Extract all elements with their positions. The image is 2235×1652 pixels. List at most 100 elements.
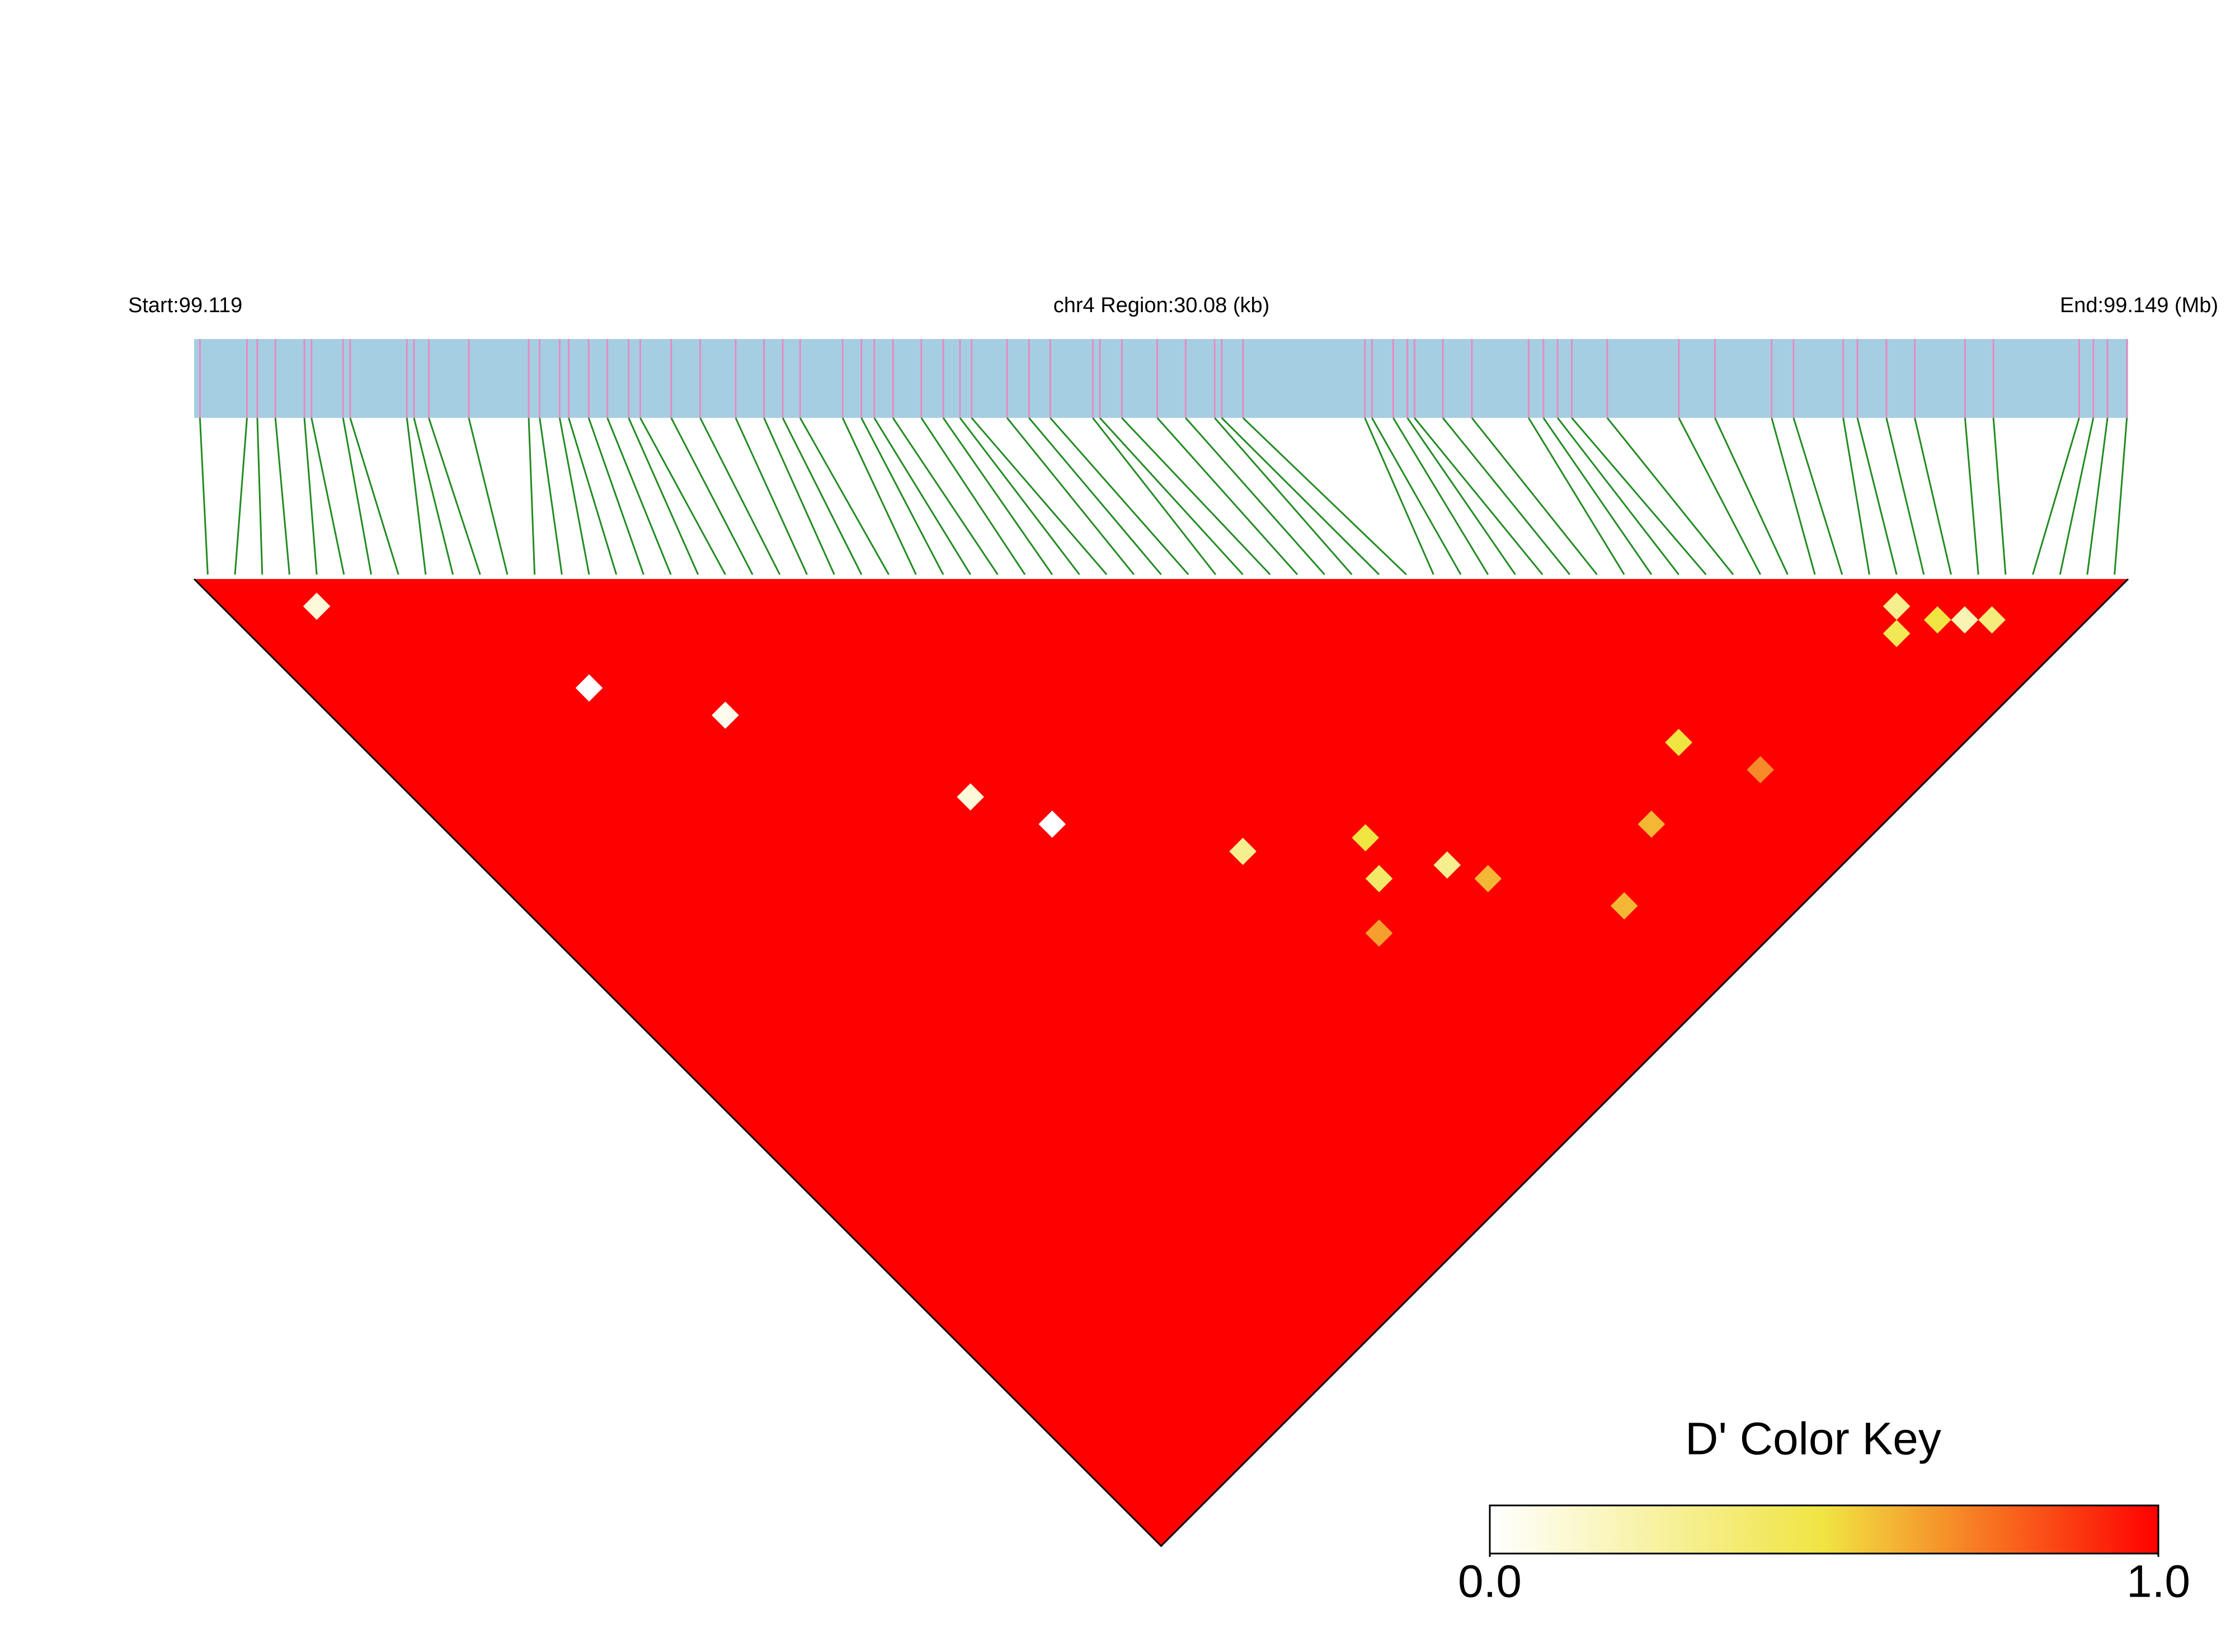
snp-link xyxy=(199,417,209,575)
ld-cell xyxy=(1951,606,1979,634)
ld-cell xyxy=(1883,592,1911,620)
snp-link xyxy=(1992,417,2007,575)
snp-link xyxy=(2059,417,2095,575)
snp-link xyxy=(892,417,999,575)
ld-cell xyxy=(1923,606,1951,634)
snp-link xyxy=(1556,417,1679,575)
ld-cell xyxy=(1665,728,1692,756)
snp-link xyxy=(1221,417,1380,576)
chromosome-band xyxy=(194,339,2128,418)
snp-link xyxy=(699,417,781,575)
snp-link xyxy=(1050,417,1189,575)
start-label: Start:99.119 xyxy=(128,294,242,317)
snp-link xyxy=(2032,417,2080,575)
snp-link xyxy=(1714,417,1789,575)
snp-link xyxy=(1214,417,1353,575)
ld-cell xyxy=(1747,756,1775,784)
colorbar-tick-label: 1.0 xyxy=(2126,1556,2190,1607)
snp-link xyxy=(528,417,536,575)
snp-link xyxy=(873,417,971,575)
ld-cell xyxy=(1883,620,1911,647)
ld-cell xyxy=(1365,919,1393,947)
snp-link xyxy=(413,417,454,575)
snp-link xyxy=(959,417,1080,575)
snp-link xyxy=(782,417,863,575)
snp-link xyxy=(1964,417,1979,575)
snp-link xyxy=(1914,417,1952,575)
ld-cell xyxy=(1229,837,1257,865)
ld-cell xyxy=(1365,865,1393,892)
snp-link xyxy=(841,417,917,575)
ld-cell xyxy=(1978,606,2006,634)
snp-link xyxy=(428,417,481,575)
snp-link xyxy=(1571,417,1707,575)
ld-cell xyxy=(1038,810,1066,838)
snp-link xyxy=(670,417,754,575)
snp-link xyxy=(1006,417,1135,575)
ld-cell xyxy=(1352,824,1380,851)
snp-link xyxy=(468,417,509,575)
snp-link xyxy=(1792,417,1843,575)
ld-cell xyxy=(1610,892,1638,920)
snp-link xyxy=(342,417,372,575)
ld-cell xyxy=(1638,810,1665,838)
snp-link xyxy=(942,417,1053,575)
ld-cell xyxy=(712,702,739,729)
snp-link xyxy=(568,417,618,575)
snp-link xyxy=(303,417,318,575)
snp-link xyxy=(1099,417,1244,576)
snp-link xyxy=(1442,417,1571,575)
snp-link xyxy=(606,417,672,575)
snp-link xyxy=(1371,417,1462,575)
snp-link xyxy=(2114,417,2128,575)
snp-link xyxy=(971,417,1108,575)
snp-link xyxy=(1842,417,1870,575)
ld-cell xyxy=(957,783,985,811)
ld-cell xyxy=(1433,851,1461,879)
colorbar-title: D' Color Key xyxy=(1685,1414,1941,1465)
triangle-outline xyxy=(193,578,2129,1547)
snp-link xyxy=(1121,417,1271,576)
snp-link xyxy=(1856,417,1898,575)
snp-link xyxy=(1028,417,1162,575)
snp-link xyxy=(1542,417,1653,575)
snp-link xyxy=(628,417,699,575)
snp-link xyxy=(1092,417,1217,575)
snp-link xyxy=(1156,417,1298,575)
snp-link xyxy=(1392,417,1489,575)
ld-cell xyxy=(303,592,331,620)
snp-link xyxy=(1528,417,1625,575)
snp-link xyxy=(1242,417,1407,576)
snp-link xyxy=(1406,417,1516,575)
snp-link xyxy=(539,417,563,575)
snp-link xyxy=(1678,417,1762,575)
ld-cell xyxy=(1474,865,1502,892)
snp-link xyxy=(735,417,808,575)
snp-link xyxy=(349,417,399,575)
snp-link xyxy=(1414,417,1544,575)
snp-link xyxy=(406,417,427,575)
snp-link xyxy=(1771,417,1816,575)
snp-link xyxy=(1471,417,1598,575)
ld-background xyxy=(194,579,2128,1546)
snp-link xyxy=(1364,417,1434,575)
snp-link xyxy=(558,417,590,575)
region-label: chr4 Region:30.08 (kb) xyxy=(1053,294,1270,317)
end-label: End:99.149 (Mb) xyxy=(2060,294,2218,317)
snp-link xyxy=(1606,417,1734,575)
ld-cell xyxy=(575,674,603,702)
snp-link xyxy=(639,417,726,575)
colorbar xyxy=(1489,1504,2159,1555)
snp-link xyxy=(799,417,890,575)
snp-link xyxy=(2086,417,2109,575)
snp-link xyxy=(256,417,264,575)
snp-link xyxy=(763,417,835,575)
snp-link xyxy=(310,417,345,575)
snp-link xyxy=(1885,417,1925,575)
snp-link xyxy=(274,417,290,575)
snp-link xyxy=(1185,417,1325,575)
snp-link xyxy=(920,417,1026,575)
colorbar-tick-label: 0.0 xyxy=(1458,1556,1522,1607)
snp-link xyxy=(860,417,944,575)
